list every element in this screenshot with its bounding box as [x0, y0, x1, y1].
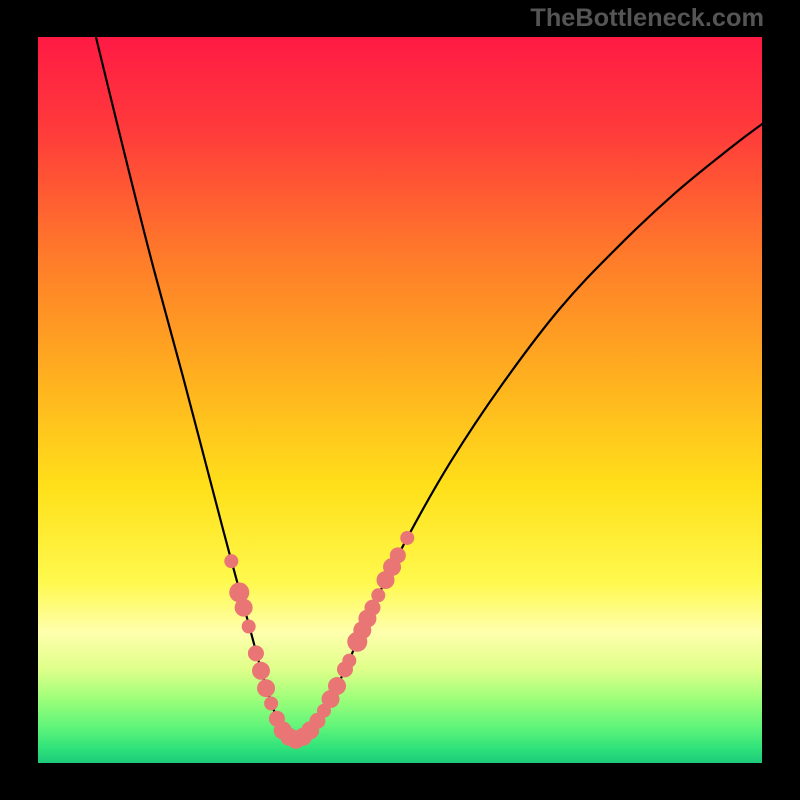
data-marker	[248, 645, 264, 661]
data-marker	[342, 654, 356, 668]
data-marker	[328, 677, 346, 695]
watermark-text: TheBottleneck.com	[530, 4, 764, 33]
data-marker	[400, 531, 414, 545]
data-marker	[224, 554, 238, 568]
data-marker	[257, 679, 275, 697]
plot-area	[38, 37, 762, 763]
data-marker	[252, 662, 270, 680]
gradient-background	[38, 37, 762, 763]
data-marker	[390, 547, 406, 563]
data-marker	[264, 696, 278, 710]
data-marker	[235, 599, 253, 617]
data-marker	[371, 588, 385, 602]
data-marker	[242, 620, 256, 634]
chart-container: TheBottleneck.com	[0, 0, 800, 800]
